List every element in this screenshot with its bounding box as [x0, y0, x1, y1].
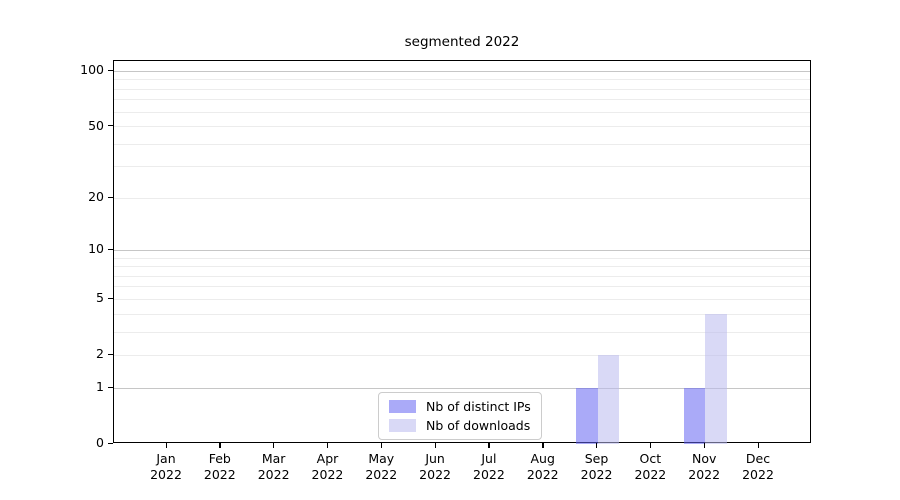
legend-label-downloads: Nb of downloads	[426, 418, 531, 433]
bar-downloads	[597, 355, 620, 444]
y-tick-label: 50	[88, 117, 104, 133]
x-tick-year: 2022	[419, 466, 451, 482]
x-tick-label: Jan 2022	[136, 451, 196, 482]
gridline-minor	[114, 198, 810, 199]
y-tick-mark	[108, 442, 113, 444]
x-tick-year: 2022	[150, 466, 182, 482]
gridline-minor	[114, 79, 810, 80]
gridline-minor	[114, 258, 810, 259]
x-tick-month: Mar	[261, 451, 286, 466]
gridline-minor	[114, 332, 810, 333]
legend-item-downloads: Nb of downloads	[389, 418, 531, 433]
legend-label-distinct-ips: Nb of distinct IPs	[426, 399, 531, 414]
bar-downloads	[705, 314, 727, 444]
y-tick-label: 1	[96, 379, 104, 395]
y-tick-label: 5	[96, 290, 104, 306]
y-tick-mark	[108, 353, 113, 356]
gridline-major	[114, 71, 810, 72]
x-tick-month: Jun	[425, 451, 445, 466]
x-tick-mark	[542, 443, 544, 448]
x-tick-mark	[219, 443, 221, 448]
x-tick-year: 2022	[365, 466, 398, 482]
gridline-minor	[114, 276, 810, 277]
x-tick-label: Nov 2022	[674, 451, 734, 482]
x-tick-mark	[757, 443, 759, 448]
y-tick-label: 0	[96, 435, 104, 450]
gridline-minor	[114, 99, 810, 100]
legend-swatch-distinct-ips	[389, 400, 416, 413]
x-tick-year: 2022	[203, 466, 236, 482]
x-tick-year: 2022	[526, 466, 559, 482]
bar-distinct-ips	[576, 388, 598, 444]
x-tick-year: 2022	[311, 466, 344, 482]
x-tick-month: Jan	[156, 451, 176, 466]
x-tick-year: 2022	[742, 466, 774, 482]
y-tick-mark	[108, 297, 113, 300]
gridline-major	[114, 388, 810, 389]
x-tick-month: Nov	[691, 451, 717, 466]
y-tick-label: 2	[96, 346, 104, 362]
y-tick-mark	[108, 196, 113, 199]
gridline-minor	[114, 89, 810, 90]
x-tick-year: 2022	[580, 466, 613, 482]
x-tick-label: Aug 2022	[513, 451, 573, 482]
gridline-minor	[114, 144, 810, 145]
y-tick-label: 100	[80, 62, 104, 78]
x-tick-mark	[596, 443, 598, 448]
x-tick-label: Dec 2022	[728, 451, 788, 482]
x-tick-year: 2022	[634, 466, 667, 482]
x-tick-mark	[649, 443, 652, 448]
legend-item-distinct-ips: Nb of distinct IPs	[389, 399, 531, 414]
x-tick-mark	[434, 443, 436, 448]
y-tick-label: 20	[88, 189, 104, 205]
x-tick-year: 2022	[257, 466, 290, 482]
gridline-minor	[114, 355, 810, 356]
legend-swatch-downloads	[389, 419, 416, 432]
x-tick-year: 2022	[473, 466, 505, 482]
x-tick-year: 2022	[688, 466, 721, 482]
x-tick-month: Dec	[745, 451, 771, 466]
gridline-minor	[114, 299, 810, 300]
y-tick-mark	[108, 69, 113, 72]
x-tick-label: Apr 2022	[297, 451, 357, 482]
x-tick-month: Apr	[316, 451, 339, 466]
gridline-minor	[114, 112, 810, 113]
y-tick-mark	[108, 125, 113, 127]
x-tick-month: Jul	[481, 451, 497, 466]
legend: Nb of distinct IPs Nb of downloads	[378, 392, 542, 440]
bar-distinct-ips	[683, 388, 706, 444]
gridline-minor	[114, 286, 810, 287]
x-tick-month: Feb	[208, 451, 231, 466]
x-tick-mark	[326, 443, 329, 448]
x-tick-label: Jun 2022	[405, 451, 465, 482]
gridline-minor	[114, 166, 810, 167]
gridline-minor	[114, 126, 810, 127]
y-tick-mark	[108, 386, 113, 388]
y-tick-label: 10	[88, 241, 104, 257]
x-tick-mark	[273, 443, 275, 448]
x-tick-label: Oct 2022	[620, 451, 680, 482]
x-tick-mark	[703, 443, 705, 448]
x-tick-mark	[380, 443, 383, 448]
gridline-minor	[114, 266, 810, 267]
x-tick-month: Oct	[639, 451, 662, 466]
gridline-minor	[114, 314, 810, 315]
x-tick-label: Jul 2022	[459, 451, 519, 482]
y-tick-mark	[108, 248, 113, 251]
x-tick-label: May 2022	[351, 451, 411, 482]
x-tick-label: Feb 2022	[190, 451, 250, 482]
x-tick-month: May	[368, 451, 395, 466]
plot-area	[113, 60, 811, 444]
chart-title: segmented 2022	[404, 34, 520, 50]
x-tick-month: Sep	[584, 451, 609, 466]
x-tick-month: Aug	[530, 451, 555, 466]
x-tick-mark	[488, 443, 490, 448]
gridline-major	[114, 250, 810, 251]
x-tick-mark	[165, 443, 167, 448]
x-tick-label: Sep 2022	[567, 451, 627, 482]
x-tick-label: Mar 2022	[244, 451, 304, 482]
